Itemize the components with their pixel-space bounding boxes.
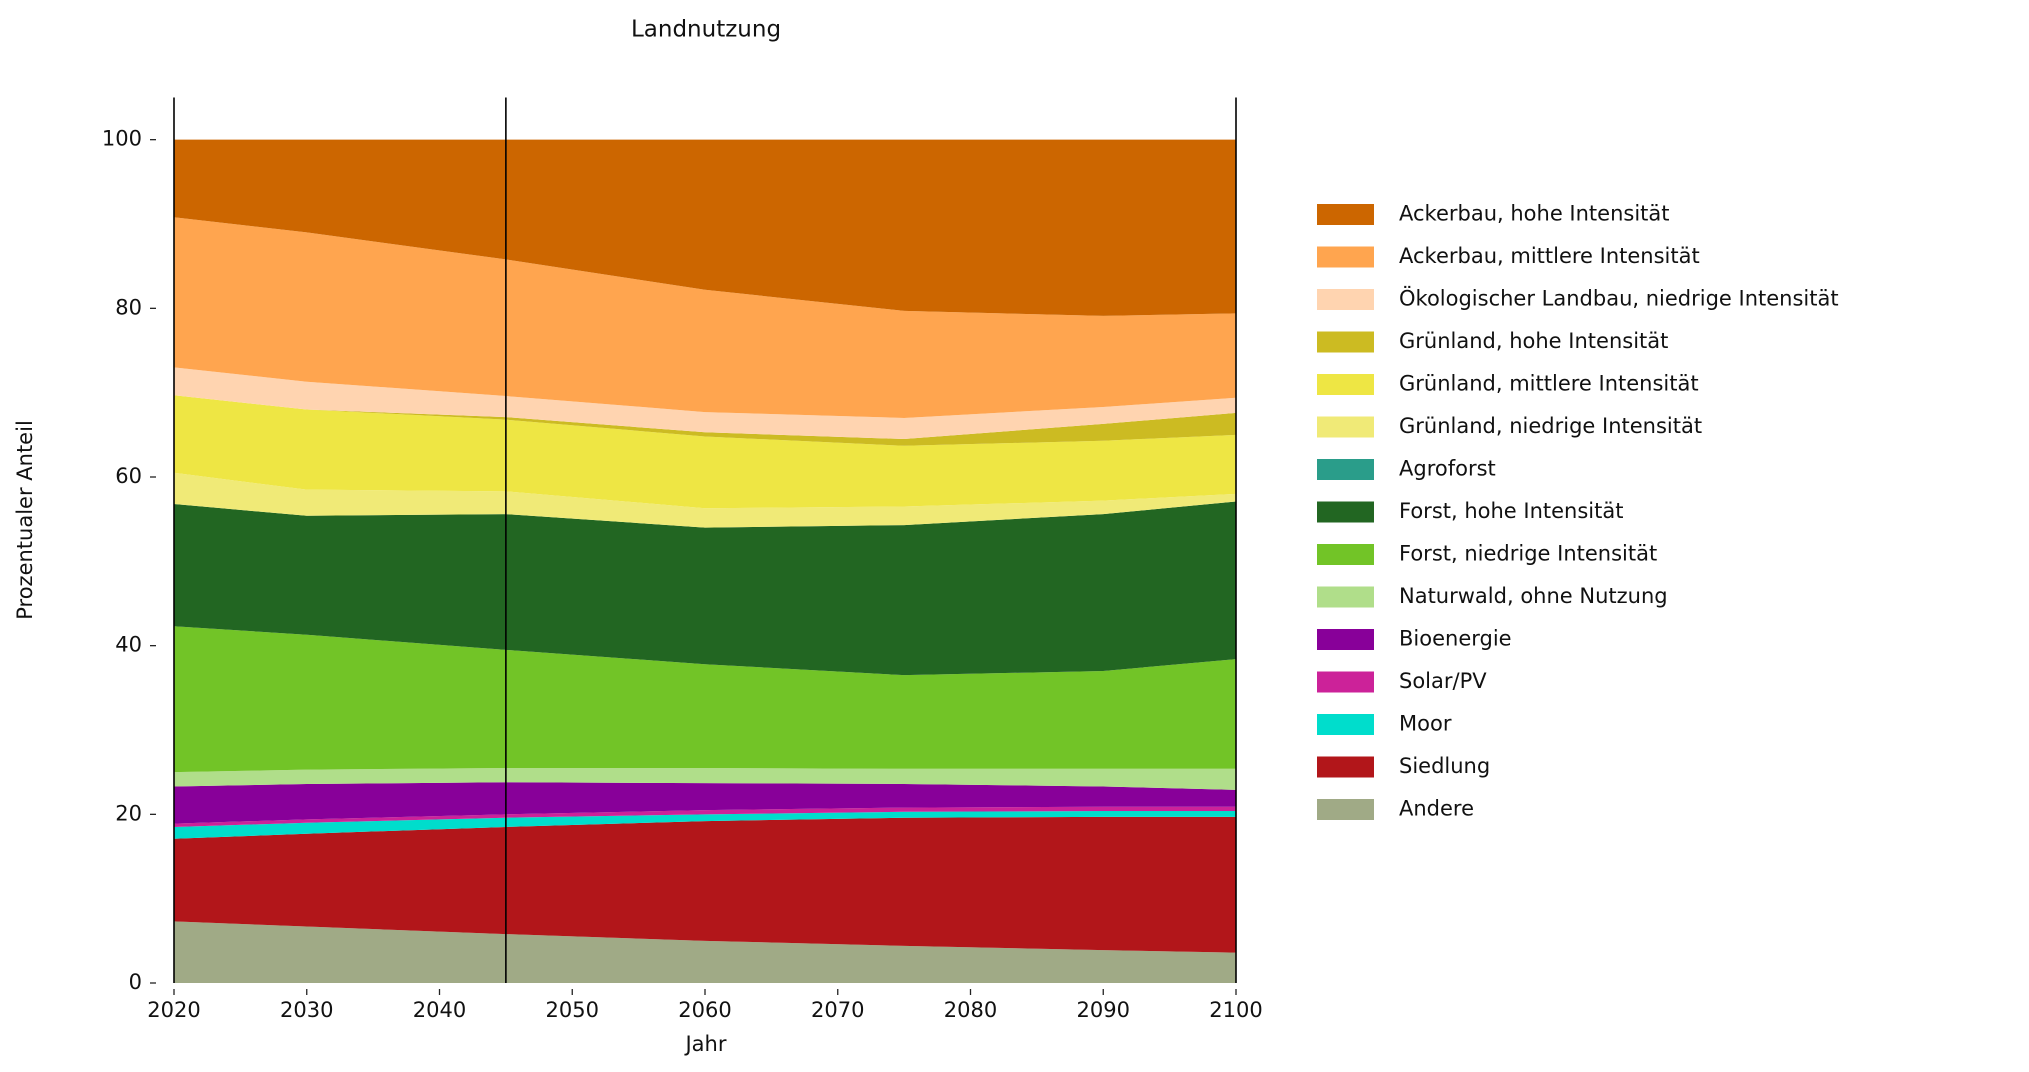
legend-swatch	[1317, 586, 1374, 608]
legend-swatch	[1317, 331, 1374, 353]
legend-swatch	[1317, 714, 1374, 735]
x-tick-label: 2030	[280, 998, 333, 1022]
area	[174, 626, 1236, 773]
legend-label: Bioenergie	[1399, 627, 1512, 651]
legend-label: Agroforst	[1399, 457, 1496, 481]
area	[174, 472, 1236, 528]
legend-swatch	[1317, 246, 1374, 268]
legend-label: Solar/PV	[1399, 669, 1487, 693]
legend-label: Forst, hohe Intensität	[1399, 499, 1623, 523]
x-tick-label: 2100	[1209, 998, 1262, 1022]
legend-label: Ökologischer Landbau, niedrige Intensitä…	[1399, 286, 1839, 311]
legend-label: Grünland, niedrige Intensität	[1399, 414, 1702, 438]
legend-label: Forst, niedrige Intensität	[1399, 542, 1657, 566]
y-tick-label: 0	[129, 970, 142, 994]
legend-swatch	[1317, 756, 1374, 778]
area	[174, 810, 1236, 839]
area	[174, 395, 1236, 446]
y-tick-label: 40	[115, 633, 142, 657]
legend-label: Moor	[1399, 712, 1452, 736]
x-tick-label: 2070	[811, 998, 864, 1022]
area	[174, 395, 1236, 509]
area	[174, 921, 1236, 983]
y-tick-label: 20	[115, 801, 142, 825]
x-axis-label: Jahr	[683, 1032, 726, 1056]
legend-label: Ackerbau, hohe Intensität	[1399, 202, 1670, 226]
legend-swatch	[1317, 374, 1374, 395]
y-axis-label: Prozentualer Anteil	[13, 420, 37, 620]
legend-swatch	[1317, 501, 1374, 523]
x-tick-label: 2090	[1077, 998, 1130, 1022]
legend-label: Grünland, mittlere Intensität	[1399, 372, 1699, 396]
legend-swatch	[1317, 629, 1374, 650]
legend-label: Ackerbau, mittlere Intensität	[1399, 244, 1700, 268]
legend-swatch	[1317, 204, 1374, 225]
area	[174, 806, 1236, 827]
y-tick-label: 80	[115, 295, 142, 319]
legend-label: Naturwald, ohne Nutzung	[1399, 584, 1668, 608]
legend-label: Grünland, hohe Intensität	[1399, 329, 1668, 353]
area	[174, 767, 1236, 790]
y-tick-label: 60	[115, 464, 142, 488]
area	[174, 816, 1236, 953]
x-tick-label: 2020	[147, 998, 200, 1022]
x-tick-label: 2060	[678, 998, 731, 1022]
x-tick-label: 2080	[944, 998, 997, 1022]
x-tick-label: 2040	[413, 998, 466, 1022]
legend-label: Siedlung	[1399, 754, 1490, 778]
legend-swatch	[1317, 671, 1374, 693]
legend-swatch	[1317, 544, 1374, 565]
chart-title: Landnutzung	[631, 17, 781, 43]
area	[174, 139, 1236, 316]
legend-swatch	[1317, 799, 1374, 820]
area	[174, 217, 1236, 418]
y-tick-label: 100	[102, 127, 142, 151]
legend-swatch	[1317, 289, 1374, 310]
legend-swatch	[1317, 416, 1374, 438]
area	[174, 367, 1236, 440]
legend-label: Andere	[1399, 797, 1474, 821]
area	[174, 501, 1236, 676]
legend-swatch	[1317, 459, 1374, 480]
x-tick-label: 2050	[546, 998, 599, 1022]
area	[174, 782, 1236, 824]
